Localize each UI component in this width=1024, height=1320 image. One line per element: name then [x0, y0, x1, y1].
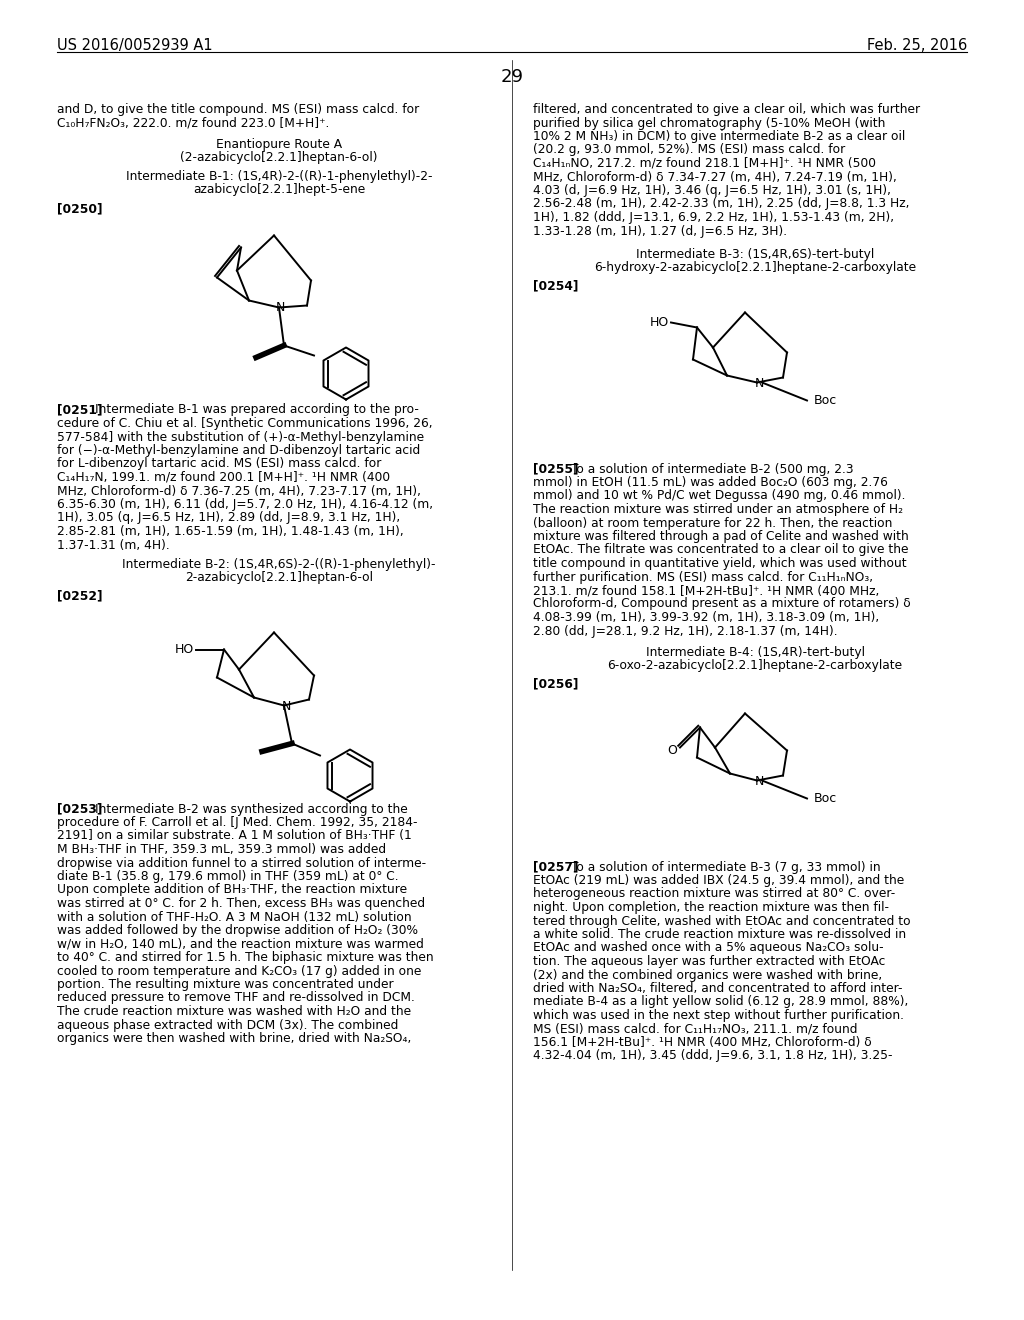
Text: 156.1 [M+2H-tBu]⁺. ¹H NMR (400 MHz, Chloroform-d) δ: 156.1 [M+2H-tBu]⁺. ¹H NMR (400 MHz, Chlo…: [534, 1036, 871, 1049]
Text: [0252]: [0252]: [57, 589, 102, 602]
Text: cooled to room temperature and K₂CO₃ (17 g) added in one: cooled to room temperature and K₂CO₃ (17…: [57, 965, 421, 978]
Text: reduced pressure to remove THF and re-dissolved in DCM.: reduced pressure to remove THF and re-di…: [57, 991, 415, 1005]
Text: Intermediate B-3: (1S,4R,6S)-tert-butyl: Intermediate B-3: (1S,4R,6S)-tert-butyl: [636, 248, 874, 261]
Text: procedure of F. Carroll et al. [J Med. Chem. 1992, 35, 2184-: procedure of F. Carroll et al. [J Med. C…: [57, 816, 418, 829]
Text: 2-azabicyclo[2.2.1]heptan-6-ol: 2-azabicyclo[2.2.1]heptan-6-ol: [185, 572, 373, 585]
Text: O: O: [667, 744, 677, 756]
Text: 4.08-3.99 (m, 1H), 3.99-3.92 (m, 1H), 3.18-3.09 (m, 1H),: 4.08-3.99 (m, 1H), 3.99-3.92 (m, 1H), 3.…: [534, 611, 880, 624]
Text: [0254]: [0254]: [534, 279, 579, 292]
Text: dropwise via addition funnel to a stirred solution of interme-: dropwise via addition funnel to a stirre…: [57, 857, 426, 870]
Text: mediate B-4 as a light yellow solid (6.12 g, 28.9 mmol, 88%),: mediate B-4 as a light yellow solid (6.1…: [534, 995, 908, 1008]
Text: [0256]: [0256]: [534, 677, 579, 690]
Text: HO: HO: [175, 643, 194, 656]
Text: C₁₄H₁₇N, 199.1. m/z found 200.1 [M+H]⁺. ¹H NMR (400: C₁₄H₁₇N, 199.1. m/z found 200.1 [M+H]⁺. …: [57, 471, 390, 484]
Text: w/w in H₂O, 140 mL), and the reaction mixture was warmed: w/w in H₂O, 140 mL), and the reaction mi…: [57, 937, 424, 950]
Text: 29: 29: [501, 69, 523, 86]
Text: was added followed by the dropwise addition of H₂O₂ (30%: was added followed by the dropwise addit…: [57, 924, 418, 937]
Text: Intermediate B-1: (1S,4R)-2-((R)-1-phenylethyl)-2-: Intermediate B-1: (1S,4R)-2-((R)-1-pheny…: [126, 170, 432, 183]
Text: aqueous phase extracted with DCM (3x). The combined: aqueous phase extracted with DCM (3x). T…: [57, 1019, 398, 1031]
Text: US 2016/0052939 A1: US 2016/0052939 A1: [57, 38, 213, 53]
Text: Chloroform-d, Compound present as a mixture of rotamers) δ: Chloroform-d, Compound present as a mixt…: [534, 598, 910, 610]
Text: 6.35-6.30 (m, 1H), 6.11 (dd, J=5.7, 2.0 Hz, 1H), 4.16-4.12 (m,: 6.35-6.30 (m, 1H), 6.11 (dd, J=5.7, 2.0 …: [57, 498, 433, 511]
Text: 1.37-1.31 (m, 4H).: 1.37-1.31 (m, 4H).: [57, 539, 170, 552]
Text: Boc: Boc: [814, 393, 838, 407]
Text: MS (ESI) mass calcd. for C₁₁H₁₇NO₃, 211.1. m/z found: MS (ESI) mass calcd. for C₁₁H₁₇NO₃, 211.…: [534, 1023, 857, 1035]
Text: 2.80 (dd, J=28.1, 9.2 Hz, 1H), 2.18-1.37 (m, 14H).: 2.80 (dd, J=28.1, 9.2 Hz, 1H), 2.18-1.37…: [534, 624, 838, 638]
Text: Intermediate B-1 was prepared according to the pro-: Intermediate B-1 was prepared according …: [95, 404, 419, 417]
Text: Intermediate B-2 was synthesized according to the: Intermediate B-2 was synthesized accordi…: [95, 803, 408, 816]
Text: for L-dibenzoyl tartaric acid. MS (ESI) mass calcd. for: for L-dibenzoyl tartaric acid. MS (ESI) …: [57, 458, 381, 470]
Text: with a solution of THF-H₂O. A 3 M NaOH (132 mL) solution: with a solution of THF-H₂O. A 3 M NaOH (…: [57, 911, 412, 924]
Text: cedure of C. Chiu et al. [Synthetic Communications 1996, 26,: cedure of C. Chiu et al. [Synthetic Comm…: [57, 417, 432, 430]
Text: 213.1. m/z found 158.1 [M+2H-tBu]⁺. ¹H NMR (400 MHz,: 213.1. m/z found 158.1 [M+2H-tBu]⁺. ¹H N…: [534, 583, 880, 597]
Text: N: N: [282, 700, 291, 713]
Text: [0257]: [0257]: [534, 861, 579, 874]
Text: [0251]: [0251]: [57, 404, 102, 417]
Text: mixture was filtered through a pad of Celite and washed with: mixture was filtered through a pad of Ce…: [534, 531, 908, 543]
Text: 6-hydroxy-2-azabicyclo[2.2.1]heptane-2-carboxylate: 6-hydroxy-2-azabicyclo[2.2.1]heptane-2-c…: [594, 261, 916, 275]
Text: for (−)-α-Methyl-benzylamine and D-dibenzoyl tartaric acid: for (−)-α-Methyl-benzylamine and D-diben…: [57, 444, 420, 457]
Text: The crude reaction mixture was washed with H₂O and the: The crude reaction mixture was washed wi…: [57, 1005, 411, 1018]
Text: [0255]: [0255]: [534, 462, 579, 475]
Text: 6-oxo-2-azabicyclo[2.2.1]heptane-2-carboxylate: 6-oxo-2-azabicyclo[2.2.1]heptane-2-carbo…: [607, 660, 902, 672]
Text: Enantiopure Route A: Enantiopure Route A: [216, 139, 342, 150]
Text: (2x) and the combined organics were washed with brine,: (2x) and the combined organics were wash…: [534, 969, 883, 982]
Text: mmol) and 10 wt % Pd/C wet Degussa (490 mg, 0.46 mmol).: mmol) and 10 wt % Pd/C wet Degussa (490 …: [534, 490, 905, 503]
Text: EtOAc. The filtrate was concentrated to a clear oil to give the: EtOAc. The filtrate was concentrated to …: [534, 544, 908, 557]
Text: 1H), 1.82 (ddd, J=13.1, 6.9, 2.2 Hz, 1H), 1.53-1.43 (m, 2H),: 1H), 1.82 (ddd, J=13.1, 6.9, 2.2 Hz, 1H)…: [534, 211, 894, 224]
Text: (20.2 g, 93.0 mmol, 52%). MS (ESI) mass calcd. for: (20.2 g, 93.0 mmol, 52%). MS (ESI) mass …: [534, 144, 845, 157]
Text: (2-azabicyclo[2.2.1]heptan-6-ol): (2-azabicyclo[2.2.1]heptan-6-ol): [180, 152, 378, 165]
Text: [0253]: [0253]: [57, 803, 102, 816]
Text: EtOAc and washed once with a 5% aqueous Na₂CO₃ solu-: EtOAc and washed once with a 5% aqueous …: [534, 941, 884, 954]
Text: azabicyclo[2.2.1]hept-5-ene: azabicyclo[2.2.1]hept-5-ene: [193, 183, 366, 197]
Text: HO: HO: [650, 315, 669, 329]
Text: title compound in quantitative yield, which was used without: title compound in quantitative yield, wh…: [534, 557, 906, 570]
Text: Upon complete addition of BH₃·THF, the reaction mixture: Upon complete addition of BH₃·THF, the r…: [57, 883, 408, 896]
Text: tion. The aqueous layer was further extracted with EtOAc: tion. The aqueous layer was further extr…: [534, 954, 886, 968]
Text: 2.85-2.81 (m, 1H), 1.65-1.59 (m, 1H), 1.48-1.43 (m, 1H),: 2.85-2.81 (m, 1H), 1.65-1.59 (m, 1H), 1.…: [57, 525, 403, 539]
Text: to 40° C. and stirred for 1.5 h. The biphasic mixture was then: to 40° C. and stirred for 1.5 h. The bip…: [57, 950, 433, 964]
Text: 4.32-4.04 (m, 1H), 3.45 (ddd, J=9.6, 3.1, 1.8 Hz, 1H), 3.25-: 4.32-4.04 (m, 1H), 3.45 (ddd, J=9.6, 3.1…: [534, 1049, 893, 1063]
Text: To a solution of intermediate B-2 (500 mg, 2.3: To a solution of intermediate B-2 (500 m…: [571, 462, 854, 475]
Text: 577-584] with the substitution of (+)-α-Methyl-benzylamine: 577-584] with the substitution of (+)-α-…: [57, 430, 424, 444]
Text: N: N: [755, 378, 764, 389]
Text: EtOAc (219 mL) was added IBX (24.5 g, 39.4 mmol), and the: EtOAc (219 mL) was added IBX (24.5 g, 39…: [534, 874, 904, 887]
Text: heterogeneous reaction mixture was stirred at 80° C. over-: heterogeneous reaction mixture was stirr…: [534, 887, 895, 900]
Text: tered through Celite, washed with EtOAc and concentrated to: tered through Celite, washed with EtOAc …: [534, 915, 910, 928]
Text: To a solution of intermediate B-3 (7 g, 33 mmol) in: To a solution of intermediate B-3 (7 g, …: [571, 861, 881, 874]
Text: mmol) in EtOH (11.5 mL) was added Boc₂O (603 mg, 2.76: mmol) in EtOH (11.5 mL) was added Boc₂O …: [534, 477, 888, 488]
Text: and D, to give the title compound. MS (ESI) mass calcd. for: and D, to give the title compound. MS (E…: [57, 103, 419, 116]
Text: 4.03 (d, J=6.9 Hz, 1H), 3.46 (q, J=6.5 Hz, 1H), 3.01 (s, 1H),: 4.03 (d, J=6.9 Hz, 1H), 3.46 (q, J=6.5 H…: [534, 183, 891, 197]
Text: MHz, Chloroform-d) δ 7.34-7.27 (m, 4H), 7.24-7.19 (m, 1H),: MHz, Chloroform-d) δ 7.34-7.27 (m, 4H), …: [534, 170, 897, 183]
Text: 10% 2 M NH₃) in DCM) to give intermediate B-2 as a clear oil: 10% 2 M NH₃) in DCM) to give intermediat…: [534, 129, 905, 143]
Text: N: N: [275, 301, 285, 314]
Text: portion. The resulting mixture was concentrated under: portion. The resulting mixture was conce…: [57, 978, 393, 991]
Text: 2.56-2.48 (m, 1H), 2.42-2.33 (m, 1H), 2.25 (dd, J=8.8, 1.3 Hz,: 2.56-2.48 (m, 1H), 2.42-2.33 (m, 1H), 2.…: [534, 198, 909, 210]
Text: 1.33-1.28 (m, 1H), 1.27 (d, J=6.5 Hz, 3H).: 1.33-1.28 (m, 1H), 1.27 (d, J=6.5 Hz, 3H…: [534, 224, 787, 238]
Text: M BH₃·THF in THF, 359.3 mL, 359.3 mmol) was added: M BH₃·THF in THF, 359.3 mL, 359.3 mmol) …: [57, 843, 386, 855]
Text: a white solid. The crude reaction mixture was re-dissolved in: a white solid. The crude reaction mixtur…: [534, 928, 906, 941]
Text: diate B-1 (35.8 g, 179.6 mmol) in THF (359 mL) at 0° C.: diate B-1 (35.8 g, 179.6 mmol) in THF (3…: [57, 870, 398, 883]
Text: C₁₄H₁ₙNO, 217.2. m/z found 218.1 [M+H]⁺. ¹H NMR (500: C₁₄H₁ₙNO, 217.2. m/z found 218.1 [M+H]⁺.…: [534, 157, 876, 170]
Text: purified by silica gel chromatography (5-10% MeOH (with: purified by silica gel chromatography (5…: [534, 116, 886, 129]
Text: Boc: Boc: [814, 792, 838, 805]
Text: further purification. MS (ESI) mass calcd. for C₁₁H₁ₙNO₃,: further purification. MS (ESI) mass calc…: [534, 570, 873, 583]
Text: 1H), 3.05 (q, J=6.5 Hz, 1H), 2.89 (dd, J=8.9, 3.1 Hz, 1H),: 1H), 3.05 (q, J=6.5 Hz, 1H), 2.89 (dd, J…: [57, 511, 400, 524]
Text: which was used in the next step without further purification.: which was used in the next step without …: [534, 1008, 904, 1022]
Text: C₁₀H₇FN₂O₃, 222.0. m/z found 223.0 [M+H]⁺.: C₁₀H₇FN₂O₃, 222.0. m/z found 223.0 [M+H]…: [57, 116, 330, 129]
Text: 2191] on a similar substrate. A 1 M solution of BH₃·THF (1: 2191] on a similar substrate. A 1 M solu…: [57, 829, 412, 842]
Text: night. Upon completion, the reaction mixture was then fil-: night. Upon completion, the reaction mix…: [534, 902, 889, 913]
Text: [0250]: [0250]: [57, 202, 102, 215]
Text: dried with Na₂SO₄, filtered, and concentrated to afford inter-: dried with Na₂SO₄, filtered, and concent…: [534, 982, 902, 995]
Text: Intermediate B-2: (1S,4R,6S)-2-((R)-1-phenylethyl)-: Intermediate B-2: (1S,4R,6S)-2-((R)-1-ph…: [122, 558, 436, 572]
Text: MHz, Chloroform-d) δ 7.36-7.25 (m, 4H), 7.23-7.17 (m, 1H),: MHz, Chloroform-d) δ 7.36-7.25 (m, 4H), …: [57, 484, 421, 498]
Text: Intermediate B-4: (1S,4R)-tert-butyl: Intermediate B-4: (1S,4R)-tert-butyl: [645, 645, 864, 659]
Text: (balloon) at room temperature for 22 h. Then, the reaction: (balloon) at room temperature for 22 h. …: [534, 516, 892, 529]
Text: organics were then washed with brine, dried with Na₂SO₄,: organics were then washed with brine, dr…: [57, 1032, 412, 1045]
Text: The reaction mixture was stirred under an atmosphere of H₂: The reaction mixture was stirred under a…: [534, 503, 903, 516]
Text: Feb. 25, 2016: Feb. 25, 2016: [866, 38, 967, 53]
Text: was stirred at 0° C. for 2 h. Then, excess BH₃ was quenched: was stirred at 0° C. for 2 h. Then, exce…: [57, 898, 425, 909]
Text: filtered, and concentrated to give a clear oil, which was further: filtered, and concentrated to give a cle…: [534, 103, 921, 116]
Text: N: N: [755, 775, 764, 788]
